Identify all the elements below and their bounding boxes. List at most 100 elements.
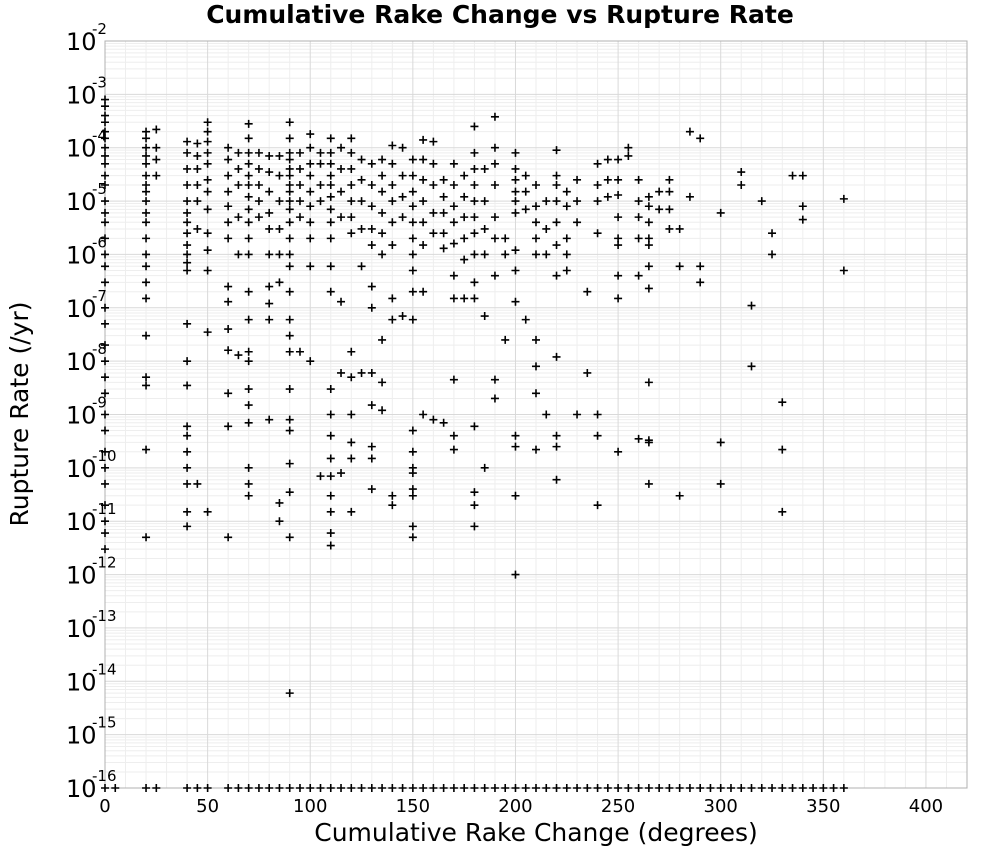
- data-point: [326, 287, 335, 296]
- data-point: [193, 224, 202, 233]
- data-point: [552, 784, 561, 792]
- data-point: [142, 250, 151, 259]
- data-point: [757, 784, 766, 792]
- data-point: [306, 130, 315, 139]
- data-point: [665, 175, 674, 184]
- data-point: [665, 205, 674, 214]
- data-point: [573, 784, 582, 792]
- y-tick-label: 10-14: [66, 660, 117, 696]
- data-point: [337, 187, 346, 196]
- data-point: [644, 284, 653, 293]
- data-point: [449, 218, 458, 227]
- data-point: [285, 287, 294, 296]
- data-point: [326, 472, 335, 481]
- data-point: [203, 507, 212, 516]
- data-point: [183, 137, 192, 146]
- data-point: [183, 266, 192, 275]
- data-point: [152, 125, 161, 134]
- data-point: [203, 148, 212, 157]
- data-point: [244, 357, 253, 366]
- data-point: [665, 224, 674, 233]
- data-point: [244, 418, 253, 427]
- data-point: [747, 784, 756, 792]
- data-point: [470, 148, 479, 157]
- data-point: [768, 229, 777, 238]
- data-point: [655, 205, 664, 214]
- data-point: [408, 426, 417, 435]
- data-point: [306, 171, 315, 180]
- data-point: [265, 415, 274, 424]
- y-tick-exponent: -6: [92, 233, 107, 251]
- data-point: [357, 262, 366, 271]
- data-point: [388, 181, 397, 190]
- data-point: [552, 171, 561, 180]
- data-point: [768, 784, 777, 792]
- data-point: [244, 148, 253, 157]
- data-point: [142, 134, 151, 143]
- data-point: [234, 213, 243, 222]
- data-point: [275, 197, 284, 206]
- data-point: [501, 335, 510, 344]
- data-point: [275, 250, 284, 259]
- data-point: [778, 445, 787, 454]
- data-point: [244, 287, 253, 296]
- data-point: [829, 784, 838, 792]
- data-point: [562, 250, 571, 259]
- data-point: [419, 197, 428, 206]
- data-point: [439, 208, 448, 217]
- data-point: [470, 250, 479, 259]
- data-point: [378, 171, 387, 180]
- data-point: [326, 205, 335, 214]
- data-point: [183, 431, 192, 440]
- data-point: [224, 282, 233, 291]
- data-point: [183, 522, 192, 531]
- data-point: [326, 192, 335, 201]
- chart-title: Cumulative Rake Change vs Rupture Rate: [206, 0, 794, 29]
- data-point: [306, 784, 315, 792]
- data-point: [634, 213, 643, 222]
- data-point: [470, 422, 479, 431]
- data-point: [275, 278, 284, 287]
- data-point: [460, 213, 469, 222]
- data-point: [101, 218, 109, 227]
- data-point: [224, 155, 233, 164]
- data-point: [244, 250, 253, 259]
- data-point: [306, 143, 315, 152]
- data-point: [101, 545, 109, 554]
- data-point: [244, 784, 253, 792]
- data-point: [696, 784, 705, 792]
- data-point: [367, 181, 376, 190]
- y-tick-label: 10-3: [66, 73, 107, 109]
- y-tick-exponent: -10: [92, 447, 117, 465]
- data-point: [142, 234, 151, 243]
- data-point: [101, 341, 109, 350]
- data-point: [224, 218, 233, 227]
- data-point: [183, 250, 192, 259]
- data-point: [234, 250, 243, 259]
- data-point: [552, 241, 561, 250]
- data-point: [142, 171, 151, 180]
- data-point: [203, 784, 212, 792]
- data-point: [285, 155, 294, 164]
- data-point: [193, 181, 202, 190]
- data-point: [644, 378, 653, 387]
- data-point: [470, 501, 479, 510]
- data-point: [716, 438, 725, 447]
- data-point: [408, 522, 417, 531]
- data-point: [429, 137, 438, 146]
- data-point: [449, 294, 458, 303]
- data-point: [306, 218, 315, 227]
- data-point: [511, 491, 520, 500]
- data-point: [583, 784, 592, 792]
- y-tick-exponent: -13: [92, 607, 117, 625]
- y-tick-base: 10: [66, 615, 97, 643]
- data-point: [490, 271, 499, 280]
- data-point: [285, 415, 294, 424]
- data-point: [193, 151, 202, 160]
- data-point: [347, 229, 356, 238]
- data-point: [408, 218, 417, 227]
- data-point: [532, 234, 540, 243]
- data-point: [101, 278, 109, 287]
- data-point: [593, 229, 602, 238]
- data-point: [644, 784, 653, 792]
